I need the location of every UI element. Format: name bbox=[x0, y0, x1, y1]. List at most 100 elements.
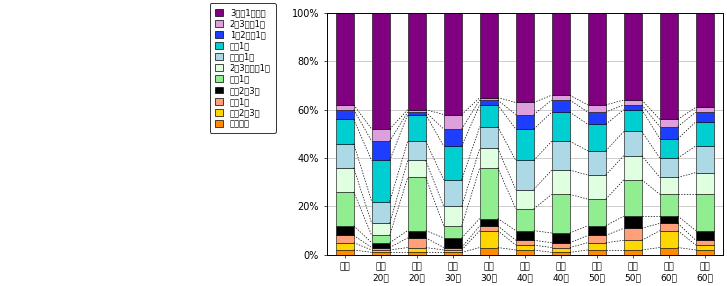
Bar bbox=[624, 156, 642, 180]
Bar bbox=[443, 180, 462, 206]
Bar bbox=[443, 129, 462, 146]
Bar bbox=[515, 231, 534, 240]
Bar bbox=[624, 216, 642, 228]
Bar bbox=[696, 240, 714, 245]
Bar bbox=[588, 243, 606, 250]
Bar bbox=[588, 124, 606, 151]
Bar bbox=[588, 13, 606, 105]
Bar bbox=[408, 160, 426, 177]
Bar bbox=[371, 248, 390, 250]
Bar bbox=[588, 250, 606, 255]
Bar bbox=[408, 177, 426, 231]
Bar bbox=[336, 243, 354, 250]
Bar bbox=[371, 13, 390, 129]
Bar bbox=[624, 250, 642, 255]
Bar bbox=[480, 248, 498, 255]
Bar bbox=[480, 100, 498, 105]
Bar bbox=[443, 248, 462, 250]
Bar bbox=[696, 13, 714, 107]
Bar bbox=[443, 114, 462, 129]
Bar bbox=[371, 160, 390, 202]
Bar bbox=[660, 119, 678, 127]
Bar bbox=[336, 105, 354, 110]
Bar bbox=[588, 235, 606, 243]
Bar bbox=[660, 177, 678, 194]
Bar bbox=[624, 105, 642, 110]
Bar bbox=[408, 112, 426, 114]
Bar bbox=[371, 202, 390, 223]
Bar bbox=[371, 223, 390, 235]
Bar bbox=[480, 168, 498, 219]
Bar bbox=[552, 252, 570, 255]
Bar bbox=[443, 250, 462, 252]
Bar bbox=[336, 119, 354, 144]
Bar bbox=[552, 194, 570, 233]
Bar bbox=[696, 194, 714, 231]
Bar bbox=[624, 110, 642, 132]
Bar bbox=[515, 190, 534, 209]
Bar bbox=[515, 245, 534, 250]
Bar bbox=[408, 231, 426, 238]
Bar bbox=[371, 252, 390, 255]
Bar bbox=[408, 252, 426, 255]
Bar bbox=[480, 219, 498, 226]
Bar bbox=[515, 160, 534, 190]
Bar bbox=[371, 243, 390, 248]
Bar bbox=[336, 192, 354, 226]
Bar bbox=[443, 252, 462, 255]
Bar bbox=[660, 231, 678, 248]
Bar bbox=[336, 13, 354, 105]
Bar bbox=[624, 228, 642, 240]
Bar bbox=[624, 180, 642, 216]
Bar bbox=[336, 168, 354, 192]
Bar bbox=[480, 148, 498, 168]
Bar bbox=[660, 223, 678, 231]
Bar bbox=[696, 122, 714, 146]
Bar bbox=[336, 235, 354, 243]
Bar bbox=[552, 141, 570, 170]
Bar bbox=[552, 100, 570, 112]
Bar bbox=[588, 151, 606, 175]
Bar bbox=[480, 98, 498, 100]
Bar bbox=[515, 129, 534, 160]
Bar bbox=[408, 141, 426, 160]
Bar bbox=[371, 141, 390, 160]
Bar bbox=[660, 194, 678, 216]
Bar bbox=[696, 231, 714, 240]
Bar bbox=[660, 216, 678, 223]
Bar bbox=[696, 245, 714, 250]
Bar bbox=[480, 127, 498, 148]
Bar bbox=[515, 114, 534, 129]
Bar bbox=[443, 13, 462, 114]
Bar bbox=[336, 110, 354, 119]
Bar bbox=[408, 248, 426, 252]
Bar bbox=[660, 248, 678, 255]
Legend: 3年に1回未満, 2〜3年に1回, 1〜2年に1回, 年に1回, 半年に1回, 2〜3カ月に1回, 月に1回, 月に2〜3回, 週に1回, 週に2〜3回, ほぼ: 3年に1回未満, 2〜3年に1回, 1〜2年に1回, 年に1回, 半年に1回, … bbox=[210, 3, 276, 133]
Bar bbox=[552, 95, 570, 100]
Bar bbox=[480, 13, 498, 98]
Bar bbox=[696, 250, 714, 255]
Bar bbox=[660, 139, 678, 158]
Bar bbox=[588, 175, 606, 199]
Bar bbox=[443, 226, 462, 238]
Bar bbox=[408, 110, 426, 112]
Bar bbox=[336, 250, 354, 255]
Bar bbox=[515, 13, 534, 102]
Bar bbox=[408, 13, 426, 110]
Bar bbox=[624, 100, 642, 105]
Bar bbox=[552, 233, 570, 243]
Bar bbox=[371, 235, 390, 243]
Bar bbox=[552, 112, 570, 141]
Bar bbox=[443, 146, 462, 180]
Bar bbox=[624, 13, 642, 100]
Bar bbox=[660, 158, 678, 177]
Bar bbox=[515, 250, 534, 255]
Bar bbox=[552, 13, 570, 95]
Bar bbox=[624, 132, 642, 156]
Bar bbox=[480, 231, 498, 248]
Bar bbox=[408, 114, 426, 141]
Bar bbox=[660, 127, 678, 139]
Bar bbox=[515, 240, 534, 245]
Bar bbox=[552, 243, 570, 248]
Bar bbox=[660, 13, 678, 119]
